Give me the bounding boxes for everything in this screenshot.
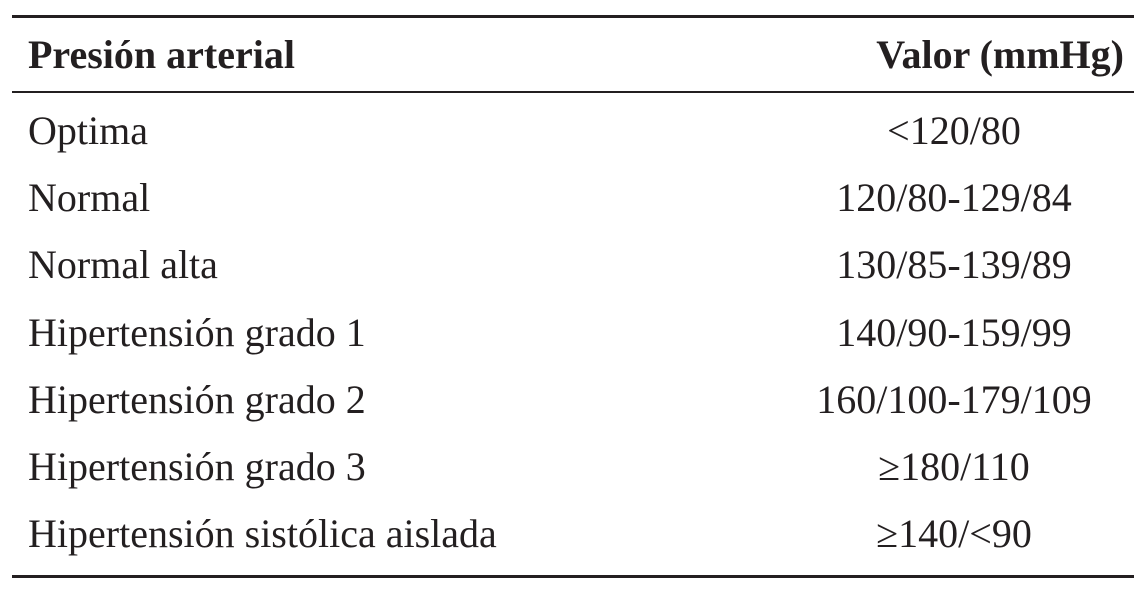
classification-table: Presión arterial Valor (mmHg) (12, 18, 1134, 91)
row-label: Hipertensión sistólica aislada (28, 511, 497, 557)
table-row: Hipertensión grado 1 140/90-159/99 (12, 299, 1134, 366)
header-row: Presión arterial Valor (mmHg) (12, 18, 1134, 91)
row-value: <120/80 (887, 108, 1021, 154)
row-value: 130/85-139/89 (836, 242, 1072, 288)
row-value: 140/90-159/99 (836, 309, 1072, 355)
row-label: Normal (28, 175, 151, 221)
row-label: Optima (28, 108, 148, 154)
header-label: Presión arterial (28, 32, 295, 77)
header-rule (12, 91, 1134, 93)
row-label: Hipertensión grado 2 (28, 376, 366, 422)
header-value: Valor (mmHg) (876, 32, 1124, 77)
row-value: ≥180/110 (878, 444, 1030, 490)
row-label: Normal alta (28, 242, 218, 288)
row-label: Hipertensión grado 1 (28, 309, 366, 355)
table-row: Hipertensión sistólica aislada ≥140/<90 (12, 500, 1134, 567)
table-bottom-rule (12, 575, 1134, 579)
table-row: Normal 120/80-129/84 (12, 164, 1134, 231)
table-row: Optima <120/80 (12, 97, 1134, 164)
row-label: Hipertensión grado 3 (28, 444, 366, 490)
classification-body: Optima <120/80 Normal 120/80-129/84 Norm… (12, 93, 1134, 575)
table-row: Hipertensión grado 3 ≥180/110 (12, 433, 1134, 500)
row-value: ≥140/<90 (876, 511, 1032, 557)
row-value: 160/100-179/109 (816, 376, 1092, 422)
row-value: 120/80-129/84 (836, 175, 1072, 221)
table-row: Normal alta 130/85-139/89 (12, 231, 1134, 298)
blood-pressure-table: Presión arterial Valor (mmHg) Optima <12… (12, 15, 1134, 579)
table-row: Hipertensión grado 2 160/100-179/109 (12, 366, 1134, 433)
table-top-rule (12, 15, 1134, 18)
